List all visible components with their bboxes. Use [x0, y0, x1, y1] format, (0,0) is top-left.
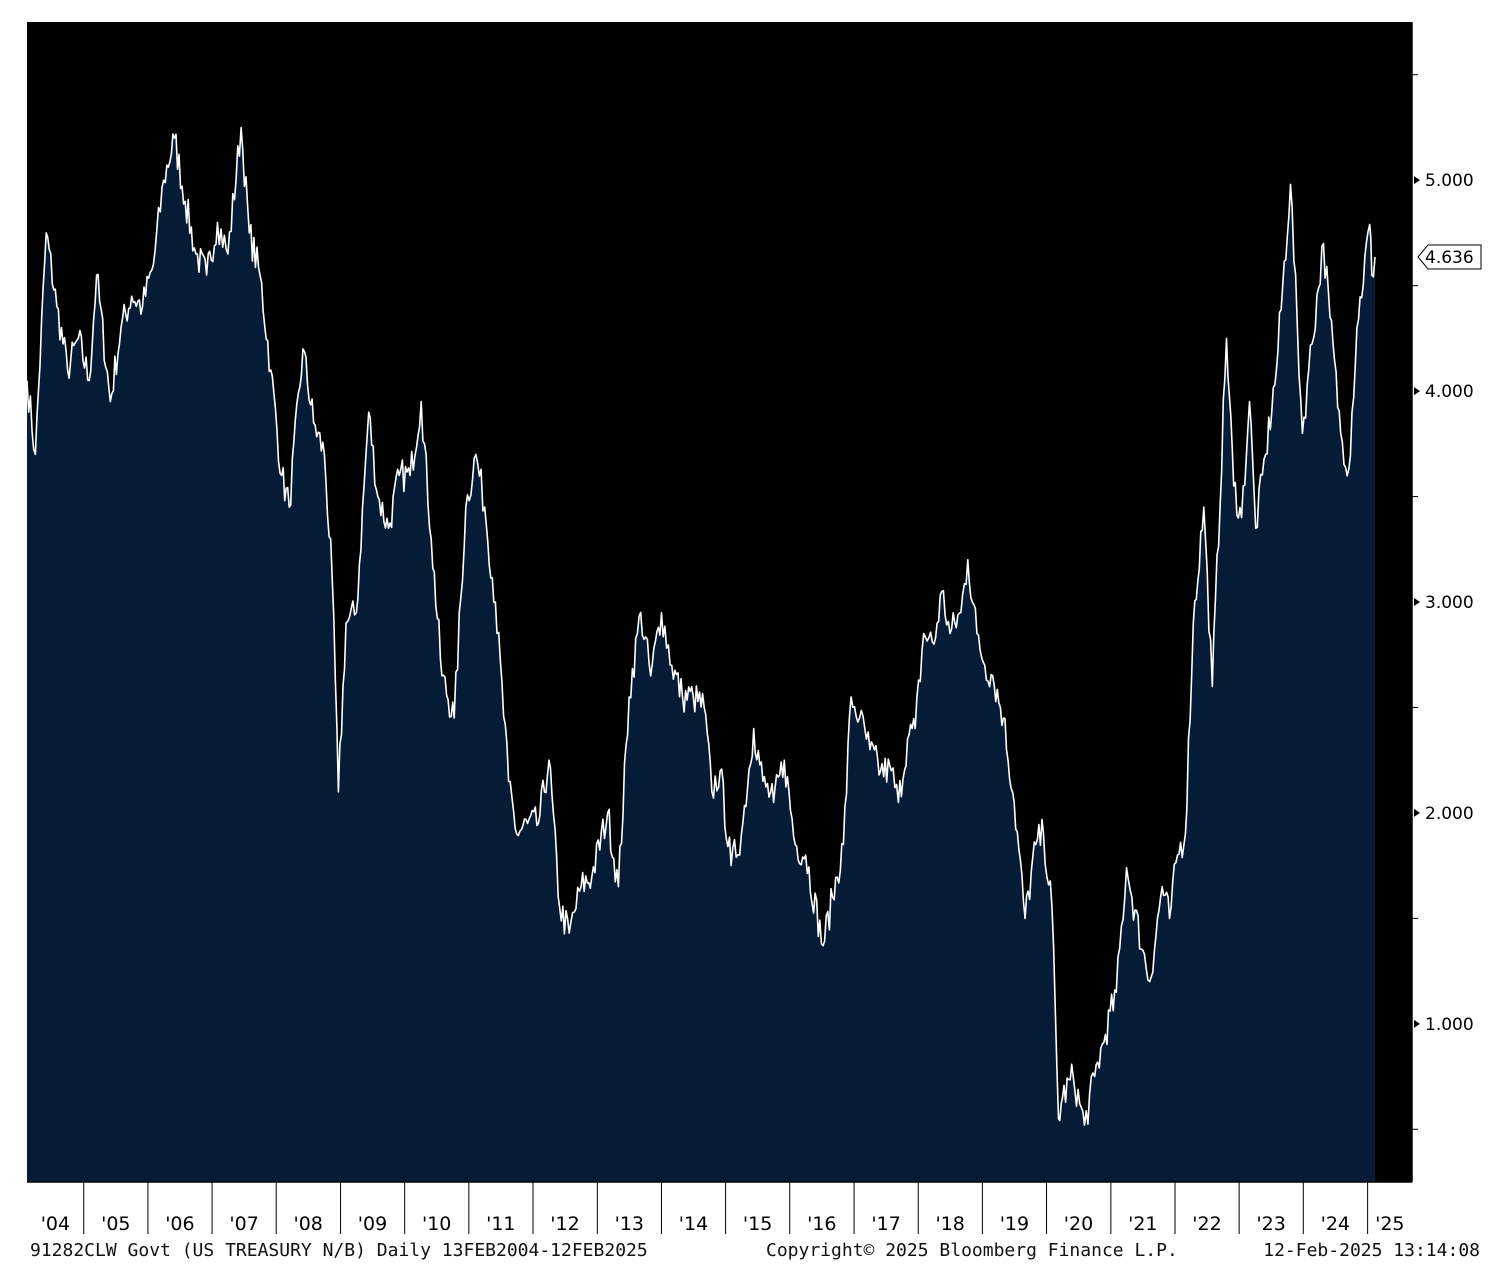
y-tick-label: 1.000 [1425, 1015, 1474, 1035]
y-tick-label: 4.000 [1425, 382, 1474, 402]
x-tick-label: '15 [743, 1213, 772, 1235]
y-tick-label: 2.000 [1425, 804, 1474, 824]
y-axis-ticks: 1.000 2.000 3.000 4.000 5.000 [1412, 74, 1474, 1130]
footer-security-info: 91282CLW Govt (US TREASURY N/B) Daily 13… [30, 1240, 648, 1261]
y-tick-label: 5.000 [1425, 171, 1474, 191]
last-value-label: 4.636 [1425, 248, 1474, 268]
area-layer [27, 127, 1375, 1182]
x-tick-label: '23 [1256, 1213, 1285, 1235]
x-tick-label: '19 [1000, 1213, 1029, 1235]
x-tick-label: '06 [165, 1213, 194, 1235]
y-tick-mark [1414, 387, 1420, 396]
last-value-box [1417, 244, 1482, 270]
x-tick-label: '25 [1375, 1213, 1404, 1235]
x-tick-label: '17 [871, 1213, 900, 1235]
footer-timestamp: 12-Feb-2025 13:14:08 [1263, 1240, 1480, 1261]
x-tick-label: '18 [935, 1213, 964, 1235]
y-tick-mark [1414, 808, 1420, 817]
x-tick-label: '20 [1064, 1213, 1093, 1235]
x-tick-label: '12 [550, 1213, 579, 1235]
last-value-marker: 4.636 [1417, 244, 1482, 270]
x-tick-label: '14 [679, 1213, 708, 1235]
y-tick-mark [1414, 598, 1420, 606]
y-tick-label: 3.000 [1425, 593, 1474, 613]
yield-line [26, 126, 1376, 1126]
line-layer [26, 126, 1376, 1126]
x-tick-label: '04 [41, 1213, 70, 1235]
x-tick-label: '10 [422, 1213, 451, 1235]
x-tick-label: '08 [293, 1213, 322, 1235]
x-axis-ticks: '04 '05 '06 '07 '08 '09 '10 '11 '12 '13 '14 '15 '16 '… [41, 1182, 1405, 1235]
y-tick-mark [1414, 176, 1420, 185]
x-tick-label: '22 [1192, 1213, 1221, 1235]
x-tick-label: '07 [229, 1213, 258, 1235]
y-tick-mark [1414, 1019, 1420, 1028]
x-tick-label: '09 [358, 1213, 387, 1235]
x-tick-label: '13 [615, 1213, 644, 1235]
x-tick-label: '16 [807, 1213, 836, 1235]
footer-copyright: Copyright© 2025 Bloomberg Finance L.P. [766, 1240, 1178, 1261]
x-tick-label: '05 [101, 1213, 130, 1235]
x-tick-label: '21 [1128, 1213, 1157, 1235]
yield-area [27, 127, 1375, 1182]
x-tick-label: '24 [1321, 1213, 1350, 1235]
x-tick-label: '11 [486, 1213, 515, 1235]
